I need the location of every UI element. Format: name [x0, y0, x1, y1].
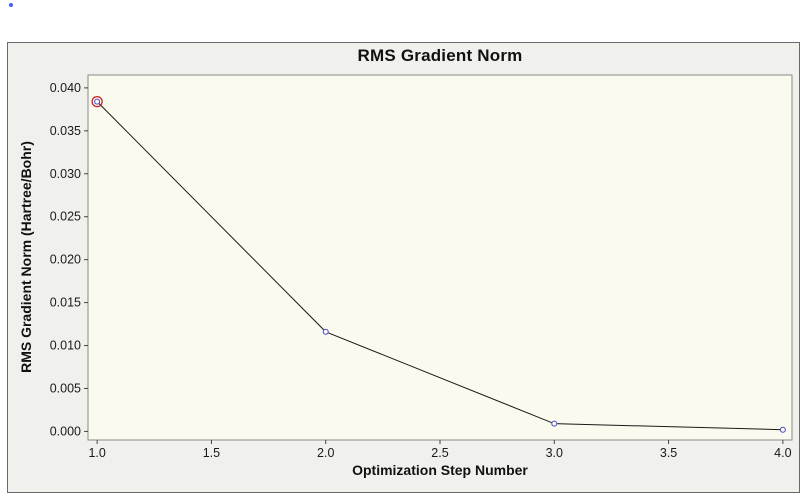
x-tick-label: 1.5: [203, 446, 220, 460]
data-point-marker[interactable]: [94, 98, 101, 105]
data-point-marker[interactable]: [779, 426, 786, 433]
x-axis-label: Optimization Step Number: [352, 462, 528, 478]
y-tick-label: 0.030: [50, 167, 81, 181]
x-tick-label: 4.0: [774, 446, 791, 460]
y-tick-label: 0.035: [50, 124, 81, 138]
chart-title: RMS Gradient Norm: [357, 46, 523, 65]
data-point-marker[interactable]: [551, 420, 558, 427]
x-tick-label: 2.5: [431, 446, 448, 460]
y-tick-label: 0.000: [50, 424, 81, 438]
y-tick-label: 0.020: [50, 253, 81, 267]
data-point-marker[interactable]: [322, 328, 329, 335]
y-tick-label: 0.040: [50, 81, 81, 95]
selected-point-ring: [91, 95, 103, 108]
y-tick-label: 0.015: [50, 296, 81, 310]
plot-area: [87, 74, 793, 441]
plot-canvas: 0.000 0.005 0.010 0.015 0.020 0.025 0.030 0.035…: [50, 74, 793, 460]
y-tick-label: 0.025: [50, 210, 81, 224]
y-tick-label: 0.010: [50, 339, 81, 353]
x-tick-label: 3.0: [546, 446, 563, 460]
blue-dot-icon: [9, 3, 13, 7]
x-tick-label: 2.0: [317, 446, 334, 460]
y-tick-label: 0.005: [50, 381, 81, 395]
x-tick-label: 1.0: [88, 446, 105, 460]
series-line: [96, 101, 783, 431]
chart-panel: RMS Gradient Norm RMS Gradient Norm (Har…: [7, 42, 800, 493]
x-tick-label: 3.5: [660, 446, 677, 460]
